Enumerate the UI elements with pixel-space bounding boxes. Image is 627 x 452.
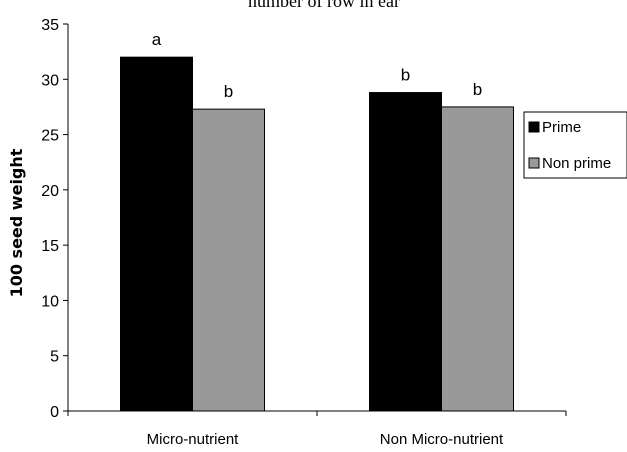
bar-prime-0 (120, 56, 193, 412)
y-tick-label: 25 (41, 128, 59, 145)
y-tick-label: 15 (41, 238, 59, 255)
y-tick-label: 30 (41, 72, 59, 89)
y-tick-label: 5 (50, 349, 59, 366)
legend: Prime Non prime (523, 111, 627, 179)
legend-label: Prime (542, 119, 581, 136)
legend-label: Non prime (542, 155, 611, 172)
chart-title: number of row in ear (248, 0, 400, 11)
bar-non-prime-0 (192, 108, 265, 412)
y-tick-label: 20 (41, 183, 59, 200)
bar-data-label: b (401, 66, 410, 85)
bar-non-prime-1 (441, 106, 514, 412)
bar-data-label: a (152, 30, 162, 49)
legend-swatch-non-prime (528, 157, 540, 169)
x-category-label: Micro-nutrient (147, 431, 240, 448)
y-axis-label: 100 seed weight (7, 148, 26, 297)
bar-prime-1 (369, 92, 442, 412)
legend-box (523, 111, 627, 179)
y-tick-label: 0 (50, 404, 59, 421)
legend-swatch-prime (528, 121, 540, 133)
bar-data-label: b (224, 82, 233, 101)
x-category-label: Non Micro-nutrient (380, 431, 504, 448)
bar-data-label: b (473, 80, 482, 99)
y-tick-label: 35 (41, 17, 59, 34)
y-tick-label: 10 (41, 293, 59, 310)
